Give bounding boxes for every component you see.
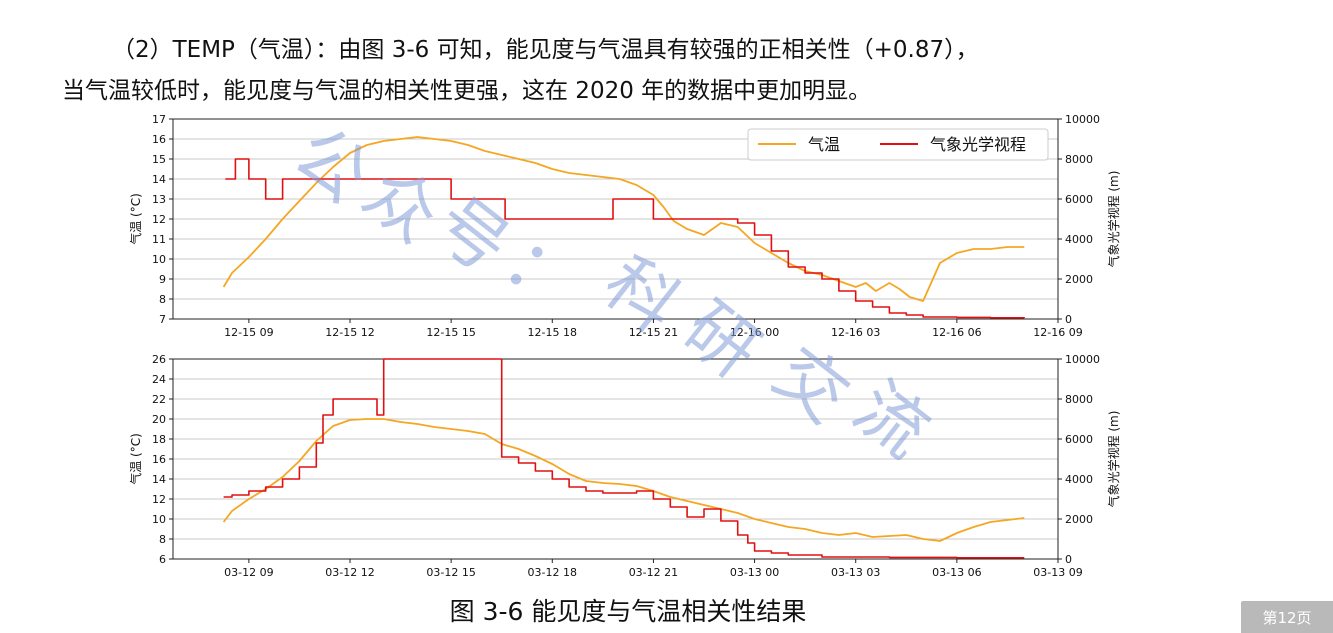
y-tick-label: 12 [152, 493, 166, 506]
body-paragraph: （2）TEMP（气温）：由图 3-6 可知，能见度与气温具有较强的正相关性（+0… [62, 30, 1282, 112]
y-tick-label: 20 [152, 413, 166, 426]
y-axis-label: 气温 (°C) [128, 433, 143, 485]
y-tick-label: 14 [152, 473, 166, 486]
legend-label-visibility: 气象光学视程 [930, 135, 1026, 154]
y-tick-label: 8 [159, 533, 166, 546]
x-tick-label: 03-12 21 [629, 566, 678, 579]
temperature-series-line [222, 136, 1025, 302]
x-tick-label: 03-13 00 [730, 566, 779, 579]
y-tick-label: 14 [152, 173, 166, 186]
y-tick-label: 16 [152, 133, 166, 146]
figure-caption: 图 3-6 能见度与气温相关性结果 [449, 597, 807, 626]
y2-tick-label: 8000 [1065, 393, 1093, 406]
y-tick-label: 7 [159, 313, 166, 326]
x-tick-label: 03-12 09 [224, 566, 273, 579]
paragraph-line-2: 当气温较低时，能见度与气温的相关性更强，这在 2020 年的数据中更加明显。 [62, 78, 872, 104]
visibility-series-line [223, 358, 1025, 559]
y2-tick-label: 10000 [1065, 353, 1100, 366]
y-axis-label: 气温 (°C) [128, 193, 143, 245]
y-tick-label: 18 [152, 433, 166, 446]
paragraph-line-1: （2）TEMP（气温）：由图 3-6 可知，能见度与气温具有较强的正相关性（+0… [112, 37, 979, 63]
x-tick-label: 12-15 09 [224, 326, 273, 339]
y-tick-label: 17 [152, 113, 166, 126]
x-tick-label: 12-15 15 [426, 326, 475, 339]
y-tick-label: 10 [152, 513, 166, 526]
y2-tick-label: 4000 [1065, 233, 1093, 246]
y-tick-label: 9 [159, 273, 166, 286]
y2-tick-label: 2000 [1065, 273, 1093, 286]
y-tick-label: 11 [152, 233, 166, 246]
y2-tick-label: 4000 [1065, 473, 1093, 486]
x-tick-label: 12-16 06 [932, 326, 981, 339]
visibility-series-line [225, 158, 1026, 319]
y-tick-label: 22 [152, 393, 166, 406]
x-tick-label: 03-13 03 [831, 566, 880, 579]
y2-tick-label: 0 [1065, 553, 1072, 566]
x-tick-label: 03-12 15 [426, 566, 475, 579]
y-tick-label: 13 [152, 193, 166, 206]
y2-tick-label: 2000 [1065, 513, 1093, 526]
x-tick-label: 12-16 09 [1033, 326, 1082, 339]
y2-tick-label: 8000 [1065, 153, 1093, 166]
y2-tick-label: 6000 [1065, 193, 1093, 206]
y2-axis-label: 气象光学视程 (m) [1106, 171, 1121, 268]
y-tick-label: 15 [152, 153, 166, 166]
x-tick-label: 03-12 12 [325, 566, 374, 579]
x-tick-label: 03-13 09 [1033, 566, 1082, 579]
x-tick-label: 03-12 18 [528, 566, 577, 579]
y-tick-label: 26 [152, 353, 166, 366]
x-tick-label: 12-15 21 [629, 326, 678, 339]
y2-tick-label: 6000 [1065, 433, 1093, 446]
y2-tick-label: 10000 [1065, 113, 1100, 126]
x-tick-label: 12-16 00 [730, 326, 779, 339]
y-tick-label: 6 [159, 553, 166, 566]
page-number-badge[interactable]: 第12页 [1241, 601, 1333, 633]
x-tick-label: 12-15 12 [325, 326, 374, 339]
temperature-series-line [222, 418, 1025, 542]
y-tick-label: 12 [152, 213, 166, 226]
x-tick-label: 12-16 03 [831, 326, 880, 339]
y2-tick-label: 0 [1065, 313, 1072, 326]
y-tick-label: 8 [159, 293, 166, 306]
y-tick-label: 24 [152, 373, 166, 386]
y-tick-label: 16 [152, 453, 166, 466]
figure-3-6-charts: 7891011121314151617020004000600080001000… [128, 113, 1121, 579]
y2-axis-label: 气象光学视程 (m) [1106, 411, 1121, 508]
x-tick-label: 03-13 06 [932, 566, 981, 579]
x-tick-label: 12-15 18 [528, 326, 577, 339]
legend-label-temperature: 气温 [808, 135, 840, 154]
y-tick-label: 10 [152, 253, 166, 266]
